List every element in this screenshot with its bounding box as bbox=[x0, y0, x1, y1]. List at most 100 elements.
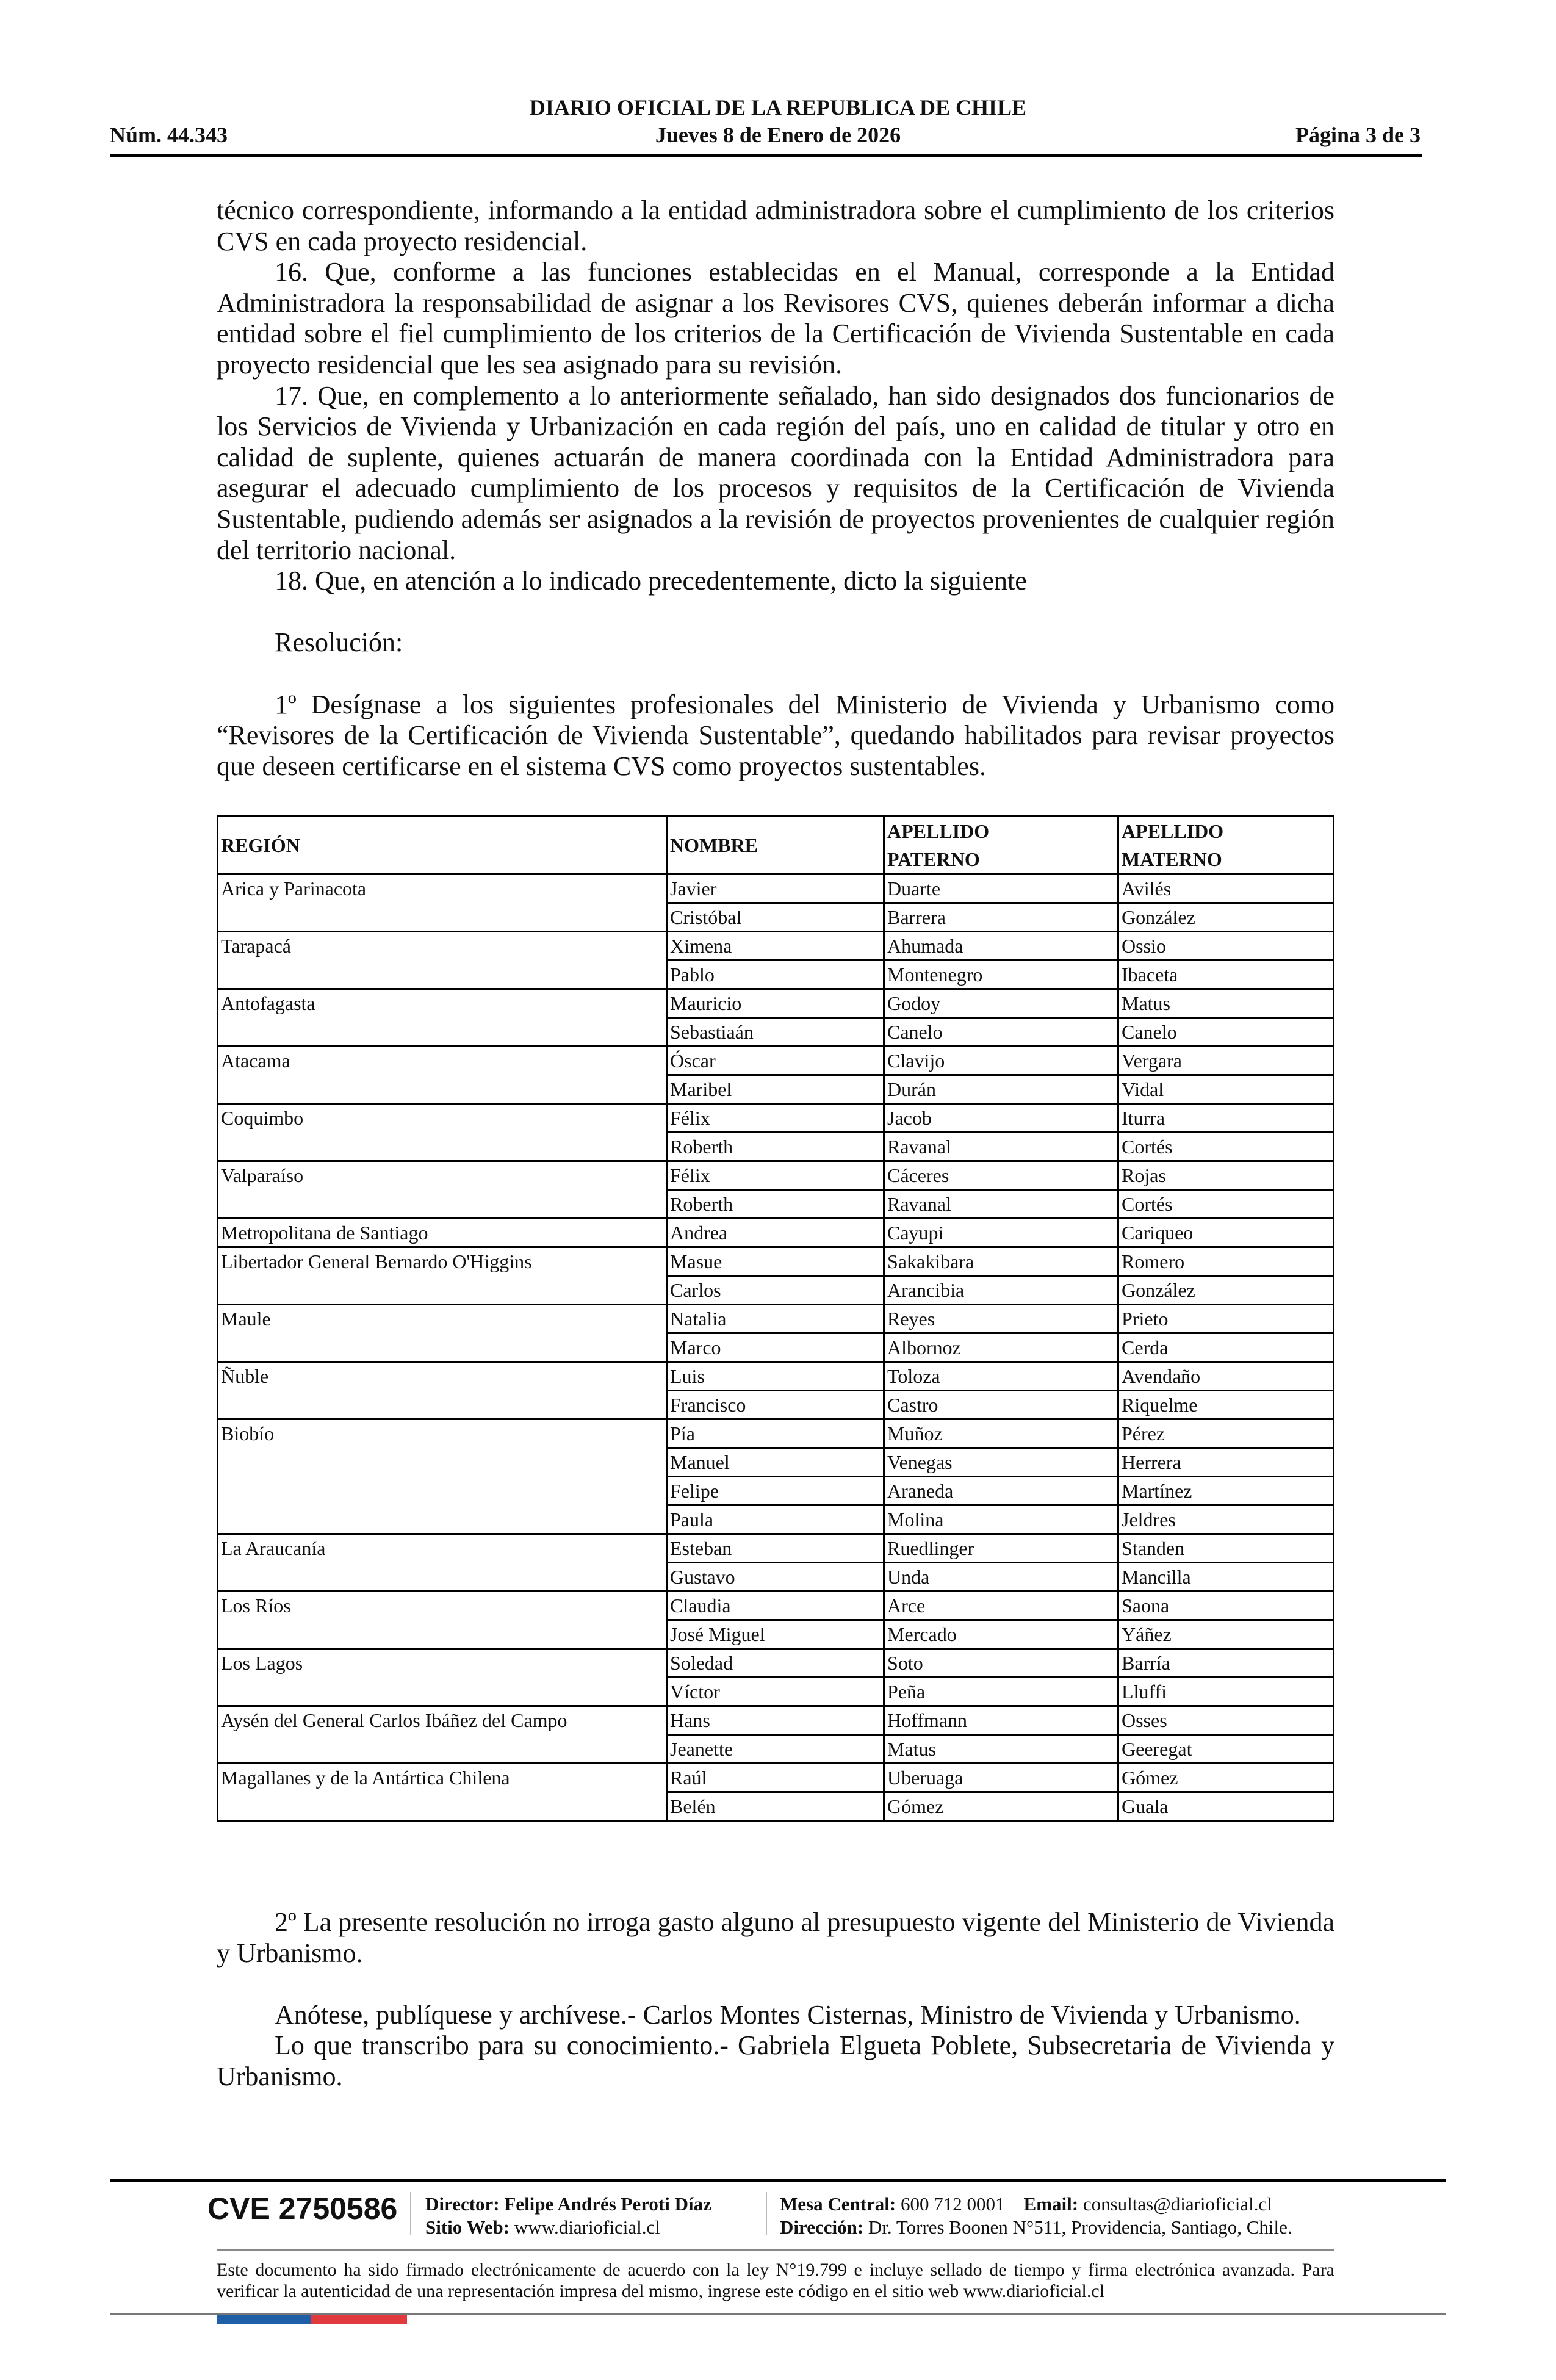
nombre-cell: Óscar bbox=[666, 1045, 885, 1076]
apellido-materno-cell: Cerda bbox=[1117, 1332, 1334, 1363]
issue-date: Jueves 8 de Enero de 2026 bbox=[655, 123, 901, 147]
table-row: Los Ríos Claudia Arce Saona bbox=[217, 1590, 1334, 1650]
table-row: Jeanette Matus Geeregat bbox=[218, 1734, 1334, 1764]
region-cell: Valparaíso bbox=[217, 1160, 668, 1219]
apellido-paterno-cell: Hoffmann bbox=[883, 1705, 1119, 1736]
apellido-paterno-cell: Durán bbox=[883, 1074, 1119, 1105]
paragraph-17: 17. Que, en complemento a lo anteriormen… bbox=[217, 380, 1334, 565]
footer-bottom-rule bbox=[110, 2313, 1446, 2315]
website-link[interactable]: www.diarioficial.cl bbox=[514, 2216, 660, 2238]
nombre-cell: Belén bbox=[666, 1791, 885, 1822]
nombre-cell: Luis bbox=[666, 1361, 885, 1391]
paragraph-18: 18. Que, en atención a lo indicado prece… bbox=[275, 566, 1027, 596]
apellido-materno-cell: Gómez bbox=[1117, 1762, 1334, 1793]
apellido-paterno-cell: Cayupi bbox=[883, 1217, 1119, 1248]
apellido-materno-cell: Avendaño bbox=[1117, 1361, 1334, 1391]
region-cell: Biobío bbox=[217, 1418, 668, 1535]
header-apellido-materno: APELLIDO MATERNO bbox=[1117, 815, 1334, 875]
nombre-cell: Carlos bbox=[666, 1275, 885, 1305]
contact-info: Mesa Central: 600 712 0001 Email: consul… bbox=[780, 2193, 1292, 2238]
director-name: Felipe Andrés Peroti Díaz bbox=[504, 2193, 711, 2215]
flag-stripe-blue bbox=[217, 2315, 311, 2324]
nombre-cell: Félix bbox=[666, 1103, 885, 1133]
table-row: Biobío Pía Muñoz Pérez bbox=[217, 1418, 1334, 1535]
apellido-materno-cell: Riquelme bbox=[1117, 1390, 1334, 1420]
table-row: Magallanes y de la Antártica Chilena Raúl… bbox=[217, 1762, 1334, 1822]
nombre-cell: Roberth bbox=[666, 1189, 885, 1219]
apellido-paterno-cell: Venegas bbox=[883, 1447, 1119, 1477]
apellido-materno-cell: Cortés bbox=[1117, 1131, 1334, 1162]
newspaper-title: DIARIO OFICIAL DE LA REPUBLICA DE CHILE bbox=[529, 95, 1027, 120]
nombre-cell: Manuel bbox=[666, 1447, 885, 1477]
issue-number: Núm. 44.343 bbox=[110, 123, 228, 147]
apellido-materno-cell: Canelo bbox=[1117, 1017, 1334, 1047]
nombre-cell: Ximena bbox=[666, 931, 885, 961]
nombre-cell: Mauricio bbox=[666, 988, 885, 1019]
apellido-materno-cell: Barría bbox=[1117, 1648, 1334, 1678]
header-nombre: NOMBRE bbox=[666, 815, 885, 875]
apellido-paterno-cell: Godoy bbox=[883, 988, 1119, 1019]
table-header-row: REGIÓN NOMBRE APELLIDO PATERNO APELLIDO MA… bbox=[217, 815, 1334, 875]
table-row: Roberth Ravanal Cortés bbox=[218, 1189, 1334, 1219]
region-cell: Ñuble bbox=[217, 1361, 668, 1420]
apellido-paterno-cell: Reyes bbox=[883, 1304, 1119, 1334]
email-link[interactable]: consultas@diarioficial.cl bbox=[1082, 2193, 1272, 2215]
apellido-materno-cell: Romero bbox=[1117, 1246, 1334, 1277]
apellido-paterno-cell: Unda bbox=[883, 1562, 1119, 1592]
table-row: Belén Gómez Guala bbox=[218, 1791, 1334, 1822]
nombre-cell: Soledad bbox=[666, 1648, 885, 1678]
table-row: Felipe Araneda Martínez bbox=[218, 1476, 1334, 1506]
apellido-paterno-cell: Sakakibara bbox=[883, 1246, 1119, 1277]
table-row: Tarapacá Ximena Ahumada Ossio bbox=[217, 931, 1334, 990]
apellido-materno-cell: Pérez bbox=[1117, 1418, 1334, 1449]
region-cell: La Araucanía bbox=[217, 1533, 668, 1592]
apellido-materno-cell: Saona bbox=[1117, 1590, 1334, 1621]
apellido-materno-cell: Avilés bbox=[1117, 873, 1334, 904]
nombre-cell: Víctor bbox=[666, 1676, 885, 1707]
reviewers-table: REGIÓN NOMBRE APELLIDO PATERNO APELLIDO MA… bbox=[217, 815, 1334, 1822]
table-row: Manuel Venegas Herrera bbox=[218, 1447, 1334, 1477]
apellido-paterno-cell: Montenegro bbox=[883, 959, 1119, 990]
apellido-paterno-cell: Soto bbox=[883, 1648, 1119, 1678]
table-row: Carlos Arancibia González bbox=[218, 1275, 1334, 1305]
apellido-paterno-cell: Ravanal bbox=[883, 1131, 1119, 1162]
flag-stripe-red bbox=[311, 2315, 407, 2324]
table-row: Atacama Óscar Clavijo Vergara bbox=[217, 1045, 1334, 1105]
table-row: Los Lagos Soledad Soto Barría bbox=[217, 1648, 1334, 1707]
apellido-paterno-cell: Uberuaga bbox=[883, 1762, 1119, 1793]
table-row: Maribel Durán Vidal bbox=[218, 1074, 1334, 1105]
region-cell: Arica y Parinacota bbox=[217, 873, 668, 932]
nombre-cell: Hans bbox=[666, 1705, 885, 1736]
resolution-heading: Resolución: bbox=[275, 627, 403, 658]
table-row: La Araucanía Esteban Ruedlinger Standen bbox=[217, 1533, 1334, 1592]
region-cell: Maule bbox=[217, 1304, 668, 1363]
header-apellido-paterno: APELLIDO PATERNO bbox=[883, 815, 1119, 875]
nombre-cell: Félix bbox=[666, 1160, 885, 1191]
apellido-materno-cell: Rojas bbox=[1117, 1160, 1334, 1191]
address: Dr. Torres Boonen N°511, Providencia, Sa… bbox=[868, 2216, 1292, 2238]
transcribo-paragraph: Lo que transcribo para su conocimiento.-… bbox=[217, 2030, 1334, 2091]
apellido-paterno-cell: Muñoz bbox=[883, 1418, 1119, 1449]
region-cell: Tarapacá bbox=[217, 931, 668, 990]
apellido-materno-cell: Matus bbox=[1117, 988, 1334, 1019]
apellido-paterno-cell: Albornoz bbox=[883, 1332, 1119, 1363]
header-region: REGIÓN bbox=[217, 815, 668, 875]
nombre-cell: Claudia bbox=[666, 1590, 885, 1621]
apellido-paterno-cell: Duarte bbox=[883, 873, 1119, 904]
table-row: Metropolitana de Santiago Andrea Cayupi Car… bbox=[217, 1217, 1334, 1248]
nombre-cell: Gustavo bbox=[666, 1562, 885, 1592]
apellido-materno-cell: Mancilla bbox=[1117, 1562, 1334, 1592]
table-row: Coquimbo Félix Jacob Iturra bbox=[217, 1103, 1334, 1162]
director-info: Director: Felipe Andrés Peroti Díaz Siti… bbox=[425, 2193, 711, 2238]
apellido-paterno-cell: Mercado bbox=[883, 1619, 1119, 1650]
region-cell: Magallanes y de la Antártica Chilena bbox=[217, 1762, 668, 1822]
table-row: Paula Molina Jeldres bbox=[218, 1504, 1334, 1535]
cve-code: CVE 2750586 bbox=[207, 2191, 398, 2226]
footer-separator bbox=[410, 2192, 411, 2235]
apellido-materno-cell: Jeldres bbox=[1117, 1504, 1334, 1535]
nombre-cell: Marco bbox=[666, 1332, 885, 1363]
apellido-paterno-cell: Peña bbox=[883, 1676, 1119, 1707]
nombre-cell: Esteban bbox=[666, 1533, 885, 1563]
apellido-paterno-cell: Ruedlinger bbox=[883, 1533, 1119, 1563]
apellido-paterno-cell: Arancibia bbox=[883, 1275, 1119, 1305]
